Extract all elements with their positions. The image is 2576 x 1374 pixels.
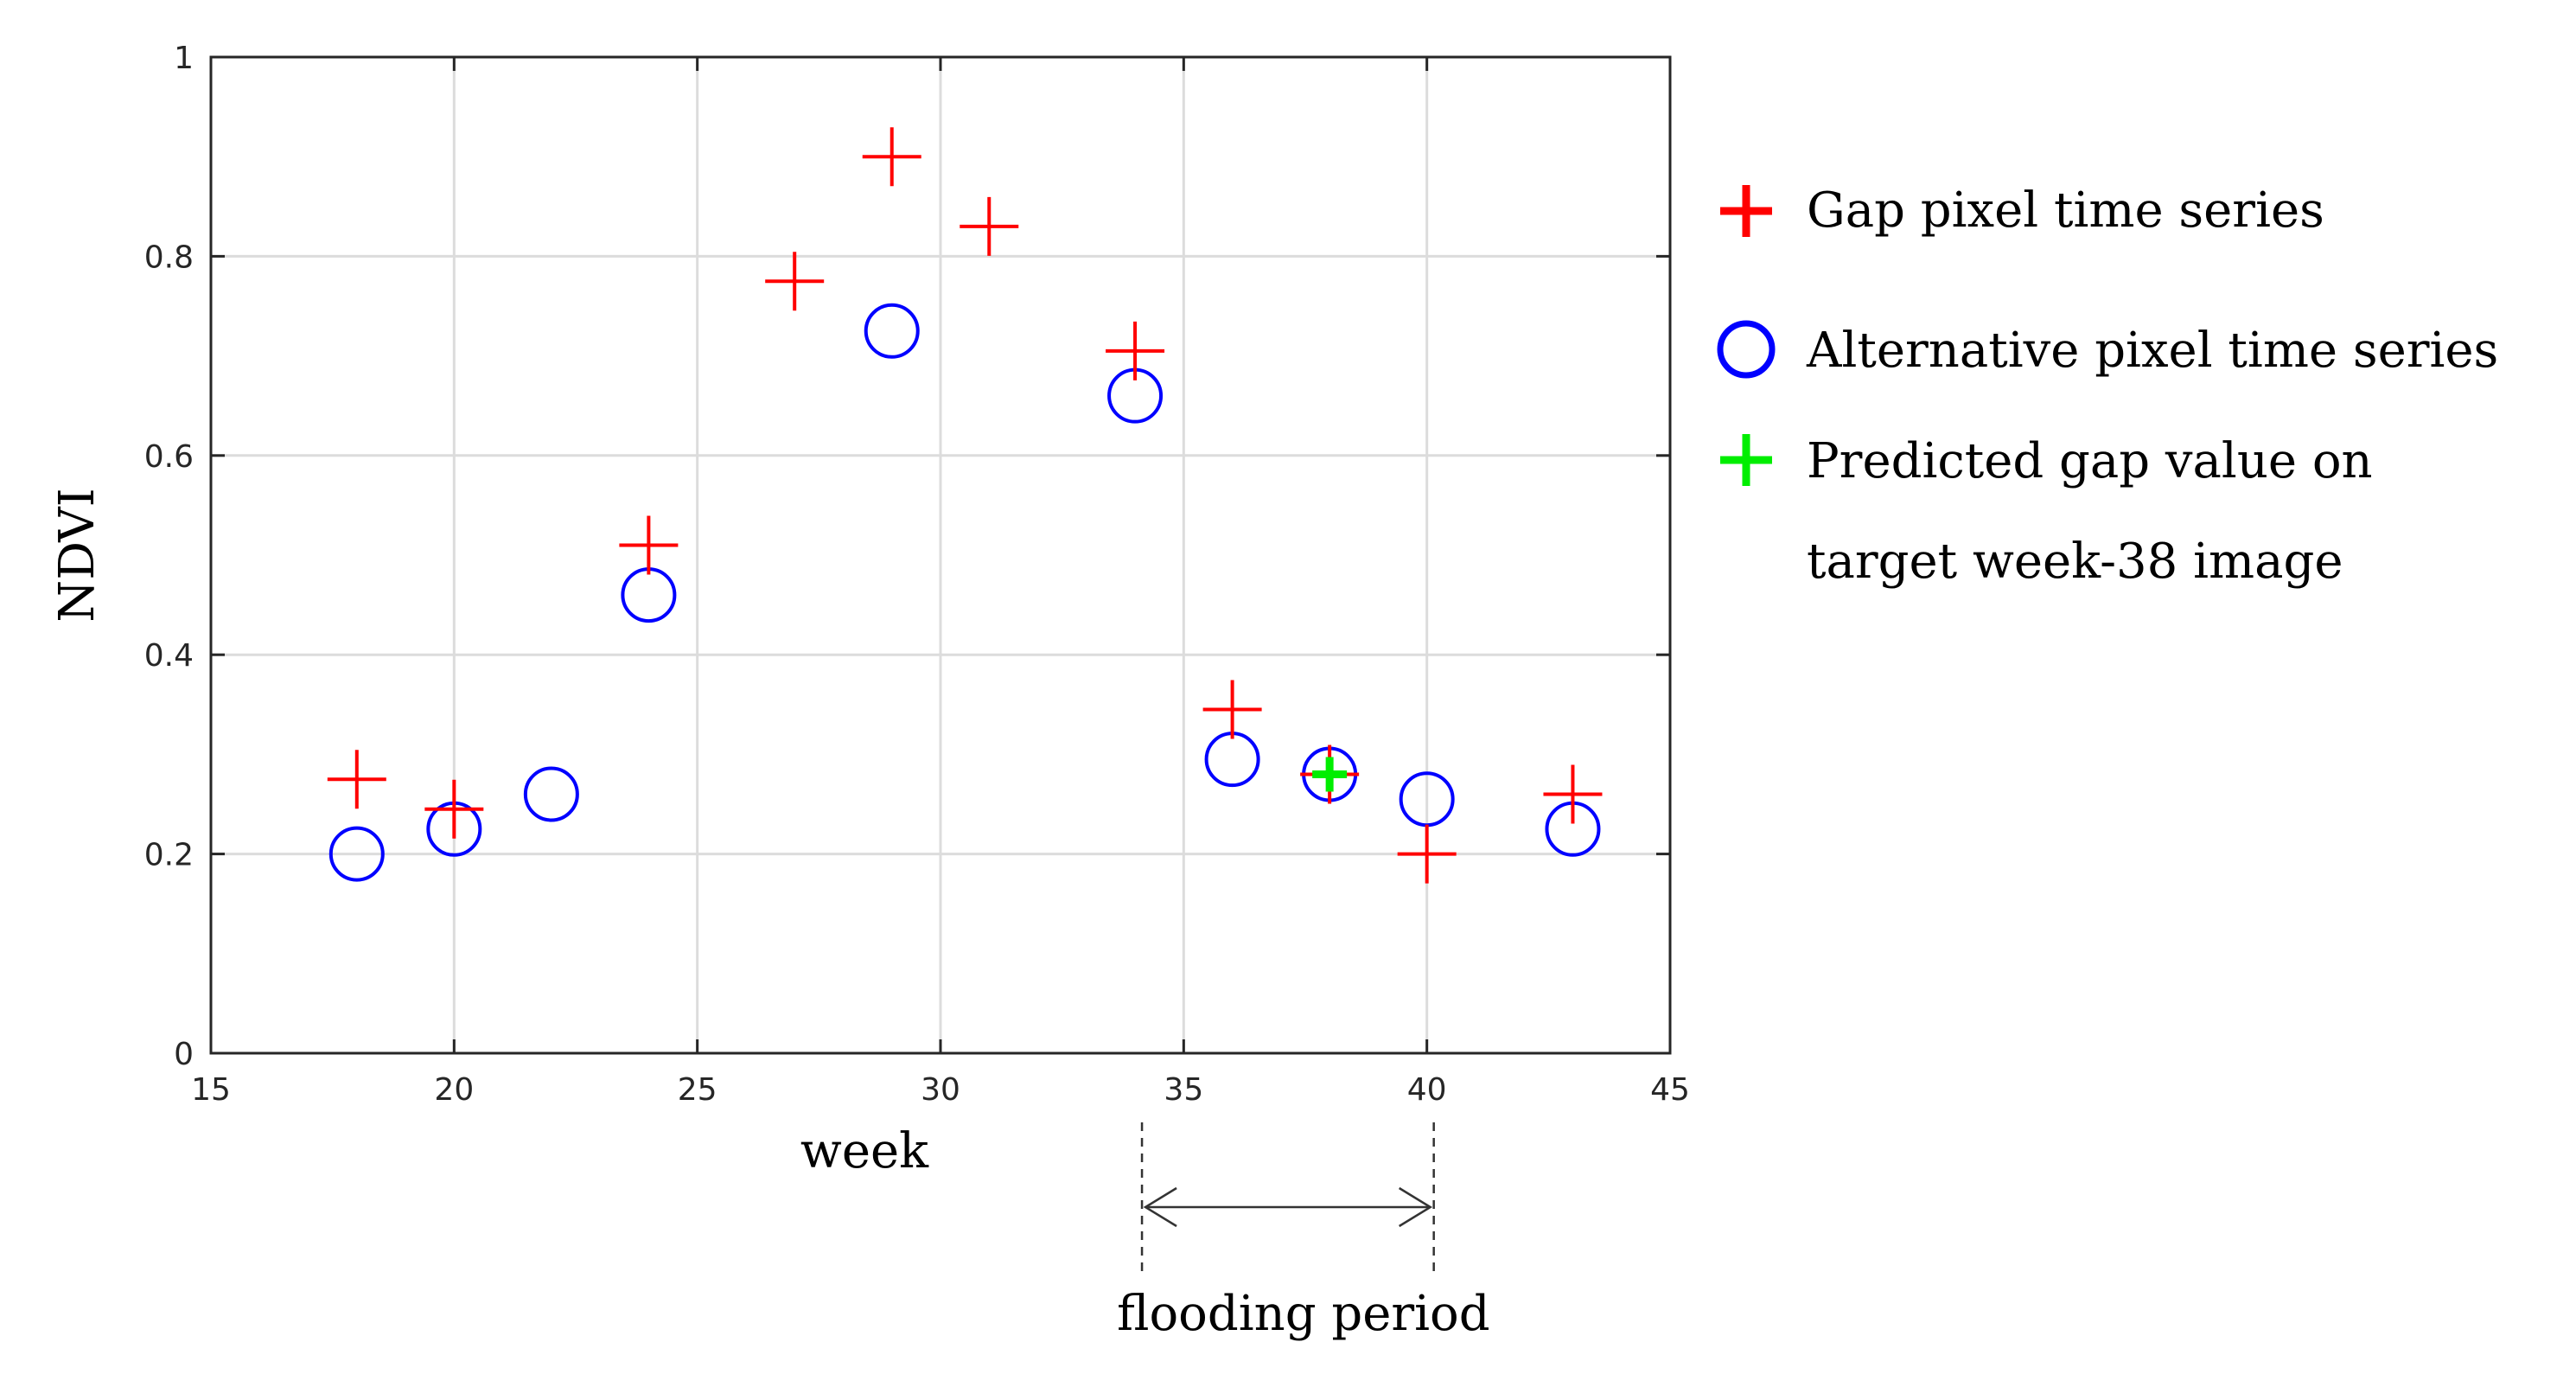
gap-pixel-point [1202,680,1262,739]
x-tick-label: 45 [1650,1072,1690,1108]
flooding-period-label: flooding period [1117,1286,1489,1342]
data-marks [327,127,1603,884]
gap-pixel-point [765,252,825,311]
gap-pixel-point [862,127,921,187]
y-tick-label: 0.2 [144,838,194,873]
alternative-pixel-point [864,303,920,359]
y-tick-label: 0 [174,1037,194,1072]
flood-arrow-right-head [1399,1186,1433,1228]
gap-pixel-point [424,779,484,839]
y-tick-label: 0.8 [144,240,194,275]
gap-pixel-point [1543,764,1603,824]
x-tick-label: 40 [1407,1072,1447,1108]
legend-label-predicted-gap-line1: Predicted gap value on [1807,433,2373,489]
x-axis-title: week [800,1123,929,1179]
y-tick-label: 0.4 [144,638,194,674]
x-tick-label: 15 [191,1072,231,1108]
x-tick-label: 20 [434,1072,474,1108]
x-tick-label: 30 [921,1072,960,1108]
gap-pixel-point [327,750,386,809]
legend-label-alternative-pixel: Alternative pixel time series [1806,323,2498,379]
flooding-period-annotation: flooding period [1117,1122,1490,1342]
predicted-gap-point [1312,757,1348,792]
flood-arrow-left-head [1143,1186,1177,1228]
gap-pixel-point [1397,824,1457,884]
legend-marker-alternative-pixel [1717,320,1776,379]
legend-marker-predicted-gap [1720,434,1772,486]
y-axis-title: NDVI [49,488,105,622]
legend-marker-gap-pixel [1720,185,1772,237]
x-tick-label: 35 [1164,1072,1203,1108]
gap-pixel-point [619,515,679,575]
legend: Gap pixel time series Alternative pixel t… [1717,182,2498,590]
gap-pixel-point [960,196,1019,256]
legend-label-gap-pixel: Gap pixel time series [1807,182,2324,239]
alternative-pixel-point [523,766,579,822]
gap-pixel-point [1106,321,1165,380]
y-tick-label: 0.6 [144,439,194,475]
legend-label-predicted-gap-line2: target week-38 image [1807,534,2343,590]
alternative-pixel-point [328,826,385,882]
x-tick-label: 25 [678,1072,717,1108]
axis-ticks: 15 20 25 30 35 40 45 0 0.2 0.4 0.6 0.8 1 [144,41,1690,1108]
y-tick-label: 1 [174,41,194,76]
